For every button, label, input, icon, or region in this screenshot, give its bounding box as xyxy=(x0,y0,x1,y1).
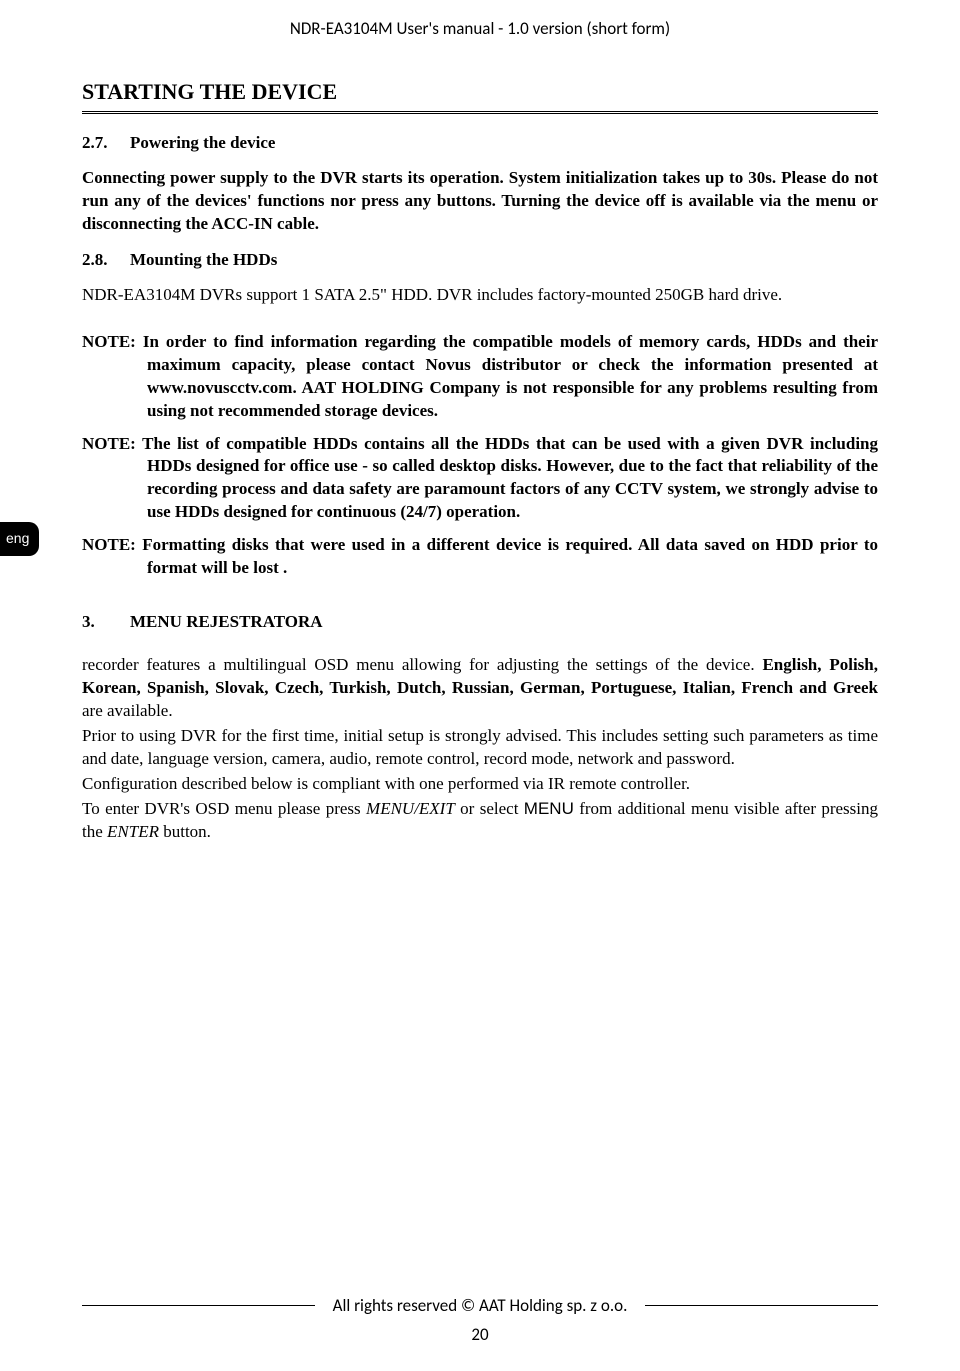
text-run-menu: MENU xyxy=(524,799,574,818)
heading-text: MENU REJESTRATORA xyxy=(130,612,323,631)
text-run-italic: MENU/EXIT xyxy=(366,799,455,818)
note-2: NOTE: The list of compatible HDDs contai… xyxy=(82,433,878,525)
heading-number: 2.8. xyxy=(82,250,130,270)
text-run-italic: ENTER xyxy=(107,822,159,841)
text-run: or select xyxy=(455,799,524,818)
text-run: are available. xyxy=(82,701,173,720)
section-title: STARTING THE DEVICE xyxy=(82,79,878,105)
heading-text: Powering the device xyxy=(130,133,275,152)
paragraph-3-3: Configuration described below is complia… xyxy=(82,773,878,796)
text-run: To enter DVR's OSD menu please press xyxy=(82,799,366,818)
footer-line: All rights reserved © AAT Holding sp. z … xyxy=(0,1295,960,1316)
page-footer: All rights reserved © AAT Holding sp. z … xyxy=(0,1295,960,1345)
footer-rule-right xyxy=(645,1305,878,1306)
paragraph-3-1: recorder features a multilingual OSD men… xyxy=(82,654,878,723)
footer-text: All rights reserved © AAT Holding sp. z … xyxy=(333,1295,628,1316)
heading-2-7: 2.7.Powering the device xyxy=(82,133,878,153)
note-3: NOTE: Formatting disks that were used in… xyxy=(82,534,878,580)
page-number: 20 xyxy=(0,1324,960,1345)
heading-3: 3.MENU REJESTRATORA xyxy=(82,612,878,632)
page-content: STARTING THE DEVICE 2.7.Powering the dev… xyxy=(0,39,960,844)
text-run: recorder features a multilingual OSD men… xyxy=(82,655,762,674)
paragraph-2-8: NDR-EA3104M DVRs support 1 SATA 2.5" HDD… xyxy=(82,284,878,307)
section-divider xyxy=(82,111,878,115)
heading-number: 2.7. xyxy=(82,133,130,153)
heading-number: 3. xyxy=(82,612,130,632)
paragraph-2-7: Connecting power supply to the DVR start… xyxy=(82,167,878,236)
footer-rule-left xyxy=(82,1305,315,1306)
heading-text: Mounting the HDDs xyxy=(130,250,277,269)
language-tab: eng xyxy=(0,522,39,556)
heading-2-8: 2.8.Mounting the HDDs xyxy=(82,250,878,270)
paragraph-3-4: To enter DVR's OSD menu please press MEN… xyxy=(82,798,878,844)
paragraph-3-2: Prior to using DVR for the first time, i… xyxy=(82,725,878,771)
note-1: NOTE: In order to find information regar… xyxy=(82,331,878,423)
text-run: button. xyxy=(159,822,211,841)
page-header: NDR-EA3104M User's manual - 1.0 version … xyxy=(0,0,960,39)
